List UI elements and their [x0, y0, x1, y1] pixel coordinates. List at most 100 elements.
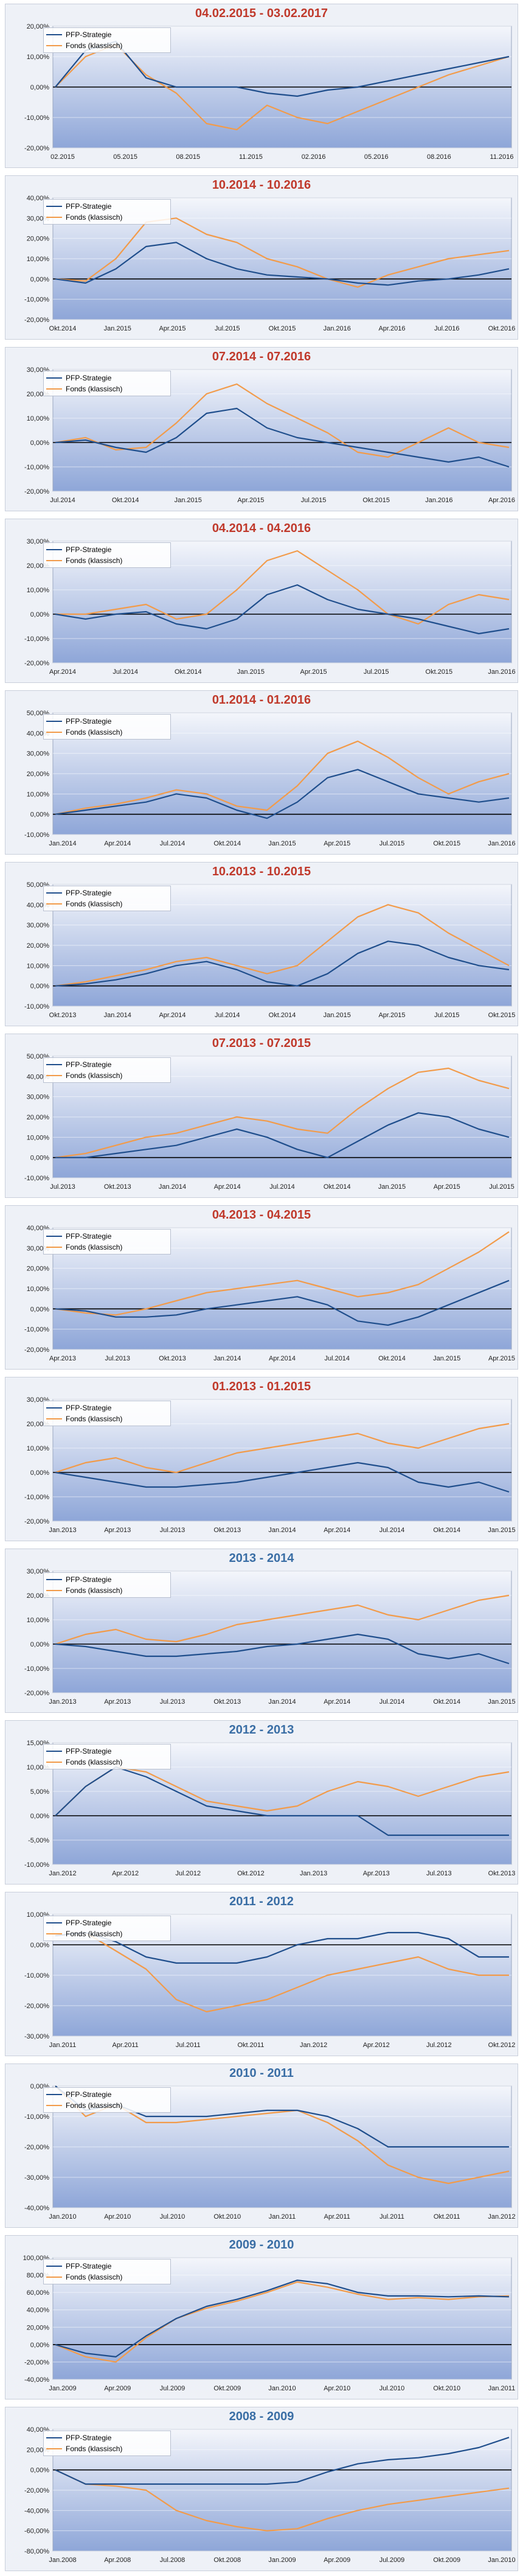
chart-title: 2010 - 2011 [229, 2067, 294, 2080]
x-tick-label: 08.2016 [427, 153, 451, 161]
y-tick-label: 5,00% [30, 1788, 49, 1796]
y-tick-label: 0,00% [30, 2342, 49, 2349]
y-tick-label: 60,00% [27, 2289, 50, 2297]
x-tick-label: Jul.2016 [434, 325, 460, 332]
chart-legend: PFP-Strategie Fonds (klassisch) [43, 714, 171, 740]
y-tick-label: -20,00% [24, 145, 49, 152]
legend-entry: PFP-Strategie [46, 29, 168, 40]
x-tick-label: Jan.2009 [268, 2557, 296, 2564]
chart-title: 10.2014 - 10.2016 [212, 178, 311, 192]
legend-label: Fonds (klassisch) [66, 556, 123, 565]
chart-title: 10.2013 - 10.2015 [212, 865, 311, 878]
x-tick-label: Jan.2013 [49, 1527, 76, 1534]
y-tick-label: 10,00% [27, 54, 50, 61]
chart-title: 04.2014 - 04.2016 [212, 522, 311, 535]
chart-panel: 04.2013 - 04.2015 40,00% 30,00% 20,00% 10,00… [5, 1205, 518, 1370]
legend-swatch [46, 1064, 62, 1065]
legend-label: PFP-Strategie [66, 30, 112, 39]
y-tick-label: 0,00% [30, 983, 49, 990]
x-tick-label: Apr.2016 [378, 325, 405, 332]
x-tick-label: Jan.2008 [49, 2557, 76, 2564]
x-tick-label: Apr.2014 [214, 1183, 241, 1191]
legend-swatch [46, 1236, 62, 1237]
legend-swatch [46, 377, 62, 379]
chart-title: 2009 - 2010 [229, 2238, 294, 2252]
legend-swatch [46, 560, 62, 561]
y-tick-label: -10,00% [24, 1175, 49, 1182]
legend-entry: PFP-Strategie [46, 1746, 168, 1757]
y-tick-label: -60,00% [24, 2528, 49, 2535]
x-tick-label: Apr.2014 [324, 1698, 350, 1706]
y-tick-label: 20,00% [27, 2324, 50, 2331]
y-tick-label: -10,00% [24, 831, 49, 839]
x-tick-label: Jan.2010 [268, 2385, 296, 2392]
legend-label: Fonds (klassisch) [66, 1243, 123, 1251]
chart-legend: PFP-Strategie Fonds (klassisch) [43, 1057, 171, 1083]
x-tick-label: Jul.2013 [426, 1870, 452, 1877]
x-tick-label: Apr.2012 [112, 1870, 139, 1877]
y-tick-label: -40,00% [24, 2205, 49, 2212]
legend-entry: PFP-Strategie [46, 1059, 168, 1070]
x-tick-label: Jul.2014 [269, 1183, 295, 1191]
series-line-strategy [55, 769, 510, 819]
y-tick-label: 0,00% [30, 1942, 49, 1949]
chart-legend: PFP-Strategie Fonds (klassisch) [43, 199, 171, 225]
y-tick-label: 100,00% [23, 2255, 50, 2262]
chart-legend: PFP-Strategie Fonds (klassisch) [43, 2087, 171, 2113]
y-tick-label: 10,00% [27, 1286, 50, 1293]
series-line-fund [55, 1067, 510, 1158]
x-tick-label: Jul.2014 [379, 1698, 405, 1706]
chart-panel: 2011 - 2012 10,00% 0,00% -10,00% -20,00% -30,… [5, 1892, 518, 2056]
x-tick-label: Apr.2014 [324, 1527, 350, 1534]
series-line-fund [55, 1931, 509, 2013]
x-tick-label: Okt.2008 [213, 2557, 241, 2564]
legend-entry: PFP-Strategie [46, 2089, 168, 2100]
x-tick-label: Jul.2013 [105, 1355, 130, 1362]
x-tick-label: Okt.2015 [433, 840, 460, 847]
x-tick-label: Jul.2014 [215, 1012, 240, 1019]
y-tick-label: 10,00% [27, 1617, 50, 1624]
y-tick-label: -20,00% [24, 317, 49, 324]
y-tick-label: -10,00% [24, 2113, 49, 2121]
x-tick-label: Jan.2016 [425, 497, 452, 504]
y-tick-label: 10,00% [27, 587, 50, 594]
x-tick-label: Okt.2012 [488, 2042, 516, 2049]
legend-label: Fonds (klassisch) [66, 41, 123, 50]
legend-entry: Fonds (klassisch) [46, 2443, 168, 2454]
legend-label: Fonds (klassisch) [66, 2273, 123, 2281]
x-tick-label: Apr.2014 [269, 1355, 296, 1362]
chart-legend: PFP-Strategie Fonds (klassisch) [43, 1916, 171, 1941]
x-tick-label: Jan.2012 [49, 1870, 76, 1877]
x-tick-label: Jan.2015 [433, 1355, 460, 1362]
x-tick-label: Apr.2014 [159, 1012, 185, 1019]
x-tick-label: Jul.2008 [160, 2557, 185, 2564]
x-tick-label: Apr.2016 [488, 497, 515, 504]
x-tick-label: Apr.2013 [49, 1355, 76, 1362]
x-tick-label: Apr.2011 [113, 2042, 139, 2049]
x-tick-label: Jul.2013 [160, 1527, 185, 1534]
legend-label: PFP-Strategie [66, 545, 112, 554]
legend-entry: PFP-Strategie [46, 544, 168, 555]
y-tick-label: -80,00% [24, 2548, 49, 2555]
legend-label: PFP-Strategie [66, 1232, 112, 1241]
legend-swatch [46, 2448, 62, 2449]
chart-title: 01.2013 - 01.2015 [212, 1380, 311, 1393]
x-tick-label: Jan.2014 [268, 1698, 296, 1706]
x-tick-label: Jan.2014 [49, 840, 76, 847]
legend-label: PFP-Strategie [66, 1747, 112, 1755]
series-line-strategy [55, 2279, 510, 2357]
legend-entry: Fonds (klassisch) [46, 555, 168, 566]
chart-panel: 10.2013 - 10.2015 50,00% 40,00% 30,00% 20,00… [5, 862, 518, 1026]
x-tick-label: Jan.2011 [49, 2042, 76, 2049]
x-tick-label: 05.2015 [113, 153, 137, 161]
legend-swatch [46, 1922, 62, 1923]
x-tick-label: Jan.2015 [268, 840, 296, 847]
x-tick-label: Jul.2015 [301, 497, 327, 504]
x-tick-label: Okt.2010 [213, 2213, 241, 2221]
chart-legend: PFP-Strategie Fonds (klassisch) [43, 1744, 171, 1769]
legend-entry: Fonds (klassisch) [46, 212, 168, 223]
legend-swatch [46, 388, 62, 390]
legend-swatch [46, 721, 62, 722]
series-line-strategy [55, 407, 510, 468]
